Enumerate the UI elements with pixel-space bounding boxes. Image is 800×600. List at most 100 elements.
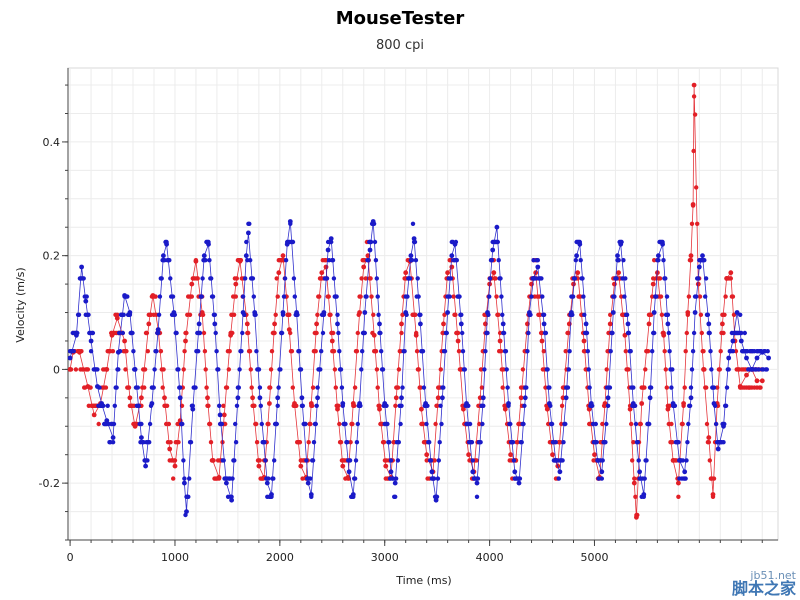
data-point-blue [650, 349, 655, 354]
data-point-red [122, 338, 127, 344]
data-point-blue [721, 440, 726, 445]
data-point-red [688, 258, 694, 263]
data-point-blue [566, 367, 571, 372]
data-point-blue [88, 338, 94, 344]
data-point-blue [739, 330, 744, 336]
data-point-red [581, 338, 587, 344]
data-point-red [441, 321, 446, 327]
data-point-red [109, 332, 115, 338]
data-point-blue [586, 367, 591, 372]
data-point-red [314, 330, 319, 336]
data-point-blue [279, 330, 285, 336]
data-point-red [126, 385, 132, 390]
data-point-blue [584, 330, 590, 336]
data-point-blue [308, 476, 313, 481]
data-point-red [650, 294, 655, 299]
data-point-blue [610, 310, 616, 315]
data-point-blue [691, 330, 697, 336]
data-point-blue [565, 385, 571, 390]
data-point-blue [744, 355, 749, 361]
data-point-blue [145, 458, 150, 463]
data-point-blue [375, 294, 380, 299]
data-point-red [493, 276, 498, 281]
data-point-blue [367, 247, 373, 253]
data-point-red [150, 293, 156, 298]
data-point-blue [336, 330, 341, 336]
data-point-red [575, 270, 581, 276]
data-point-red [275, 294, 280, 299]
data-point-blue [512, 469, 518, 475]
data-point-blue [580, 276, 585, 281]
data-point-blue [524, 385, 529, 390]
data-point-blue [428, 458, 434, 463]
data-point-blue [442, 349, 448, 354]
data-point-blue [607, 385, 613, 390]
data-point-red [683, 349, 688, 354]
data-point-blue [685, 440, 690, 445]
data-point-red [166, 421, 172, 427]
data-point-blue [207, 258, 212, 263]
data-point-red [91, 412, 97, 418]
data-point-blue [147, 421, 153, 427]
data-point-blue [156, 312, 162, 317]
data-point-blue [250, 276, 256, 281]
data-point-blue [553, 458, 559, 463]
data-point-red [184, 330, 189, 336]
data-point-red [494, 294, 499, 299]
data-point-blue [474, 480, 480, 486]
data-point-red [500, 385, 505, 390]
data-point-red [616, 270, 621, 276]
data-point-blue [319, 349, 324, 354]
data-point-red [127, 395, 133, 401]
data-point-red [205, 395, 210, 401]
data-point-red [350, 421, 355, 427]
data-point-red [558, 440, 563, 445]
data-point-red [400, 312, 405, 317]
data-point-blue [318, 367, 323, 372]
watermark-logo-text: 脚本之家 [731, 579, 796, 599]
data-point-red [629, 421, 634, 427]
data-point-blue [654, 294, 659, 299]
data-point-red [502, 406, 508, 412]
data-point-blue [290, 239, 296, 245]
data-point-blue [387, 440, 392, 445]
data-point-blue [480, 395, 486, 401]
data-point-blue [196, 321, 202, 327]
data-point-blue [110, 435, 116, 440]
data-point-red [306, 440, 311, 445]
data-point-red [363, 276, 368, 281]
data-point-red [314, 321, 319, 327]
data-point-red [497, 338, 503, 344]
data-point-red [600, 421, 605, 427]
data-point-red [626, 367, 631, 372]
data-point-blue [199, 294, 204, 299]
data-point-blue [278, 367, 283, 372]
data-point-red [246, 330, 251, 336]
data-point-blue [505, 385, 510, 390]
data-point-red [371, 332, 377, 338]
data-point-blue [233, 421, 238, 427]
data-point-blue [418, 321, 423, 327]
data-point-red [221, 403, 226, 408]
data-point-blue [522, 395, 528, 401]
data-point-red [315, 312, 320, 317]
data-point-blue [437, 440, 442, 445]
data-point-blue [642, 476, 647, 481]
data-point-blue [357, 401, 362, 406]
data-point-blue [193, 385, 198, 390]
data-point-red [332, 367, 338, 372]
data-point-red [142, 367, 148, 372]
data-point-blue [399, 395, 404, 401]
data-point-red [224, 385, 230, 390]
data-point-red [340, 463, 346, 469]
data-point-red [634, 514, 639, 520]
data-point-blue [84, 294, 89, 299]
data-point-red [345, 475, 351, 480]
data-point-red [630, 458, 635, 463]
data-point-blue [219, 421, 225, 427]
data-point-red [419, 406, 424, 412]
data-point-blue [217, 403, 222, 408]
data-point-blue [284, 241, 290, 247]
data-point-red [623, 349, 628, 354]
data-point-red [720, 321, 725, 327]
